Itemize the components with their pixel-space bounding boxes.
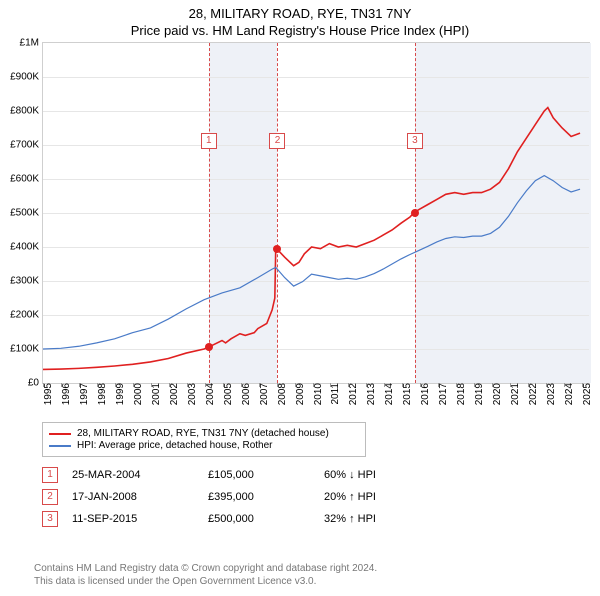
x-axis-label: 2024 xyxy=(564,383,575,405)
page-subtitle: Price paid vs. HM Land Registry's House … xyxy=(0,23,600,38)
sale-row-number: 3 xyxy=(42,511,58,527)
sale-price: £395,000 xyxy=(208,491,318,503)
y-axis-label: £600K xyxy=(1,174,39,185)
legend-swatch xyxy=(49,445,71,447)
attribution-footer: Contains HM Land Registry data © Crown c… xyxy=(34,562,377,588)
sale-row: 3 11-SEP-2015 £500,000 32% ↑ HPI xyxy=(42,511,590,527)
sale-price: £500,000 xyxy=(208,513,318,525)
legend-label: HPI: Average price, detached house, Roth… xyxy=(77,440,273,451)
x-axis-label: 2016 xyxy=(420,383,431,405)
series-property xyxy=(43,108,580,370)
y-axis-label: £900K xyxy=(1,72,39,83)
x-axis-label: 2007 xyxy=(259,383,270,405)
sale-row-number: 2 xyxy=(42,489,58,505)
x-axis-label: 2019 xyxy=(474,383,485,405)
x-axis-label: 2015 xyxy=(402,383,413,405)
x-axis-label: 2006 xyxy=(241,383,252,405)
x-axis-label: 2000 xyxy=(133,383,144,405)
x-axis-label: 2009 xyxy=(295,383,306,405)
x-axis-label: 2022 xyxy=(528,383,539,405)
sale-row: 1 25-MAR-2004 £105,000 60% ↓ HPI xyxy=(42,467,590,483)
sale-row-number: 1 xyxy=(42,467,58,483)
y-axis-label: £0 xyxy=(1,378,39,389)
sales-table: 1 25-MAR-2004 £105,000 60% ↓ HPI 2 17-JAN-200… xyxy=(42,467,590,527)
chart-legend: 28, MILITARY ROAD, RYE, TN31 7NY (detach… xyxy=(42,422,366,457)
y-axis-label: £200K xyxy=(1,310,39,321)
sale-hpi-diff: 20% ↑ HPI xyxy=(324,491,434,503)
legend-label: 28, MILITARY ROAD, RYE, TN31 7NY (detach… xyxy=(77,428,329,439)
x-axis-label: 1998 xyxy=(97,383,108,405)
x-axis-label: 1999 xyxy=(115,383,126,405)
x-axis-label: 2017 xyxy=(438,383,449,405)
x-axis-label: 2020 xyxy=(492,383,503,405)
x-axis-label: 1997 xyxy=(79,383,90,405)
x-axis-label: 2010 xyxy=(313,383,324,405)
x-axis-label: 1996 xyxy=(61,383,72,405)
x-axis-label: 2003 xyxy=(187,383,198,405)
x-axis-label: 2025 xyxy=(582,383,593,405)
price-chart: £0£100K£200K£300K£400K£500K£600K£700K£80… xyxy=(42,42,590,384)
x-axis-label: 2012 xyxy=(348,383,359,405)
page-title-address: 28, MILITARY ROAD, RYE, TN31 7NY xyxy=(0,6,600,21)
x-axis-label: 2021 xyxy=(510,383,521,405)
x-axis-label: 2008 xyxy=(277,383,288,405)
sale-date: 25-MAR-2004 xyxy=(72,469,202,481)
x-axis-label: 2023 xyxy=(546,383,557,405)
x-axis-label: 2018 xyxy=(456,383,467,405)
x-axis-label: 2013 xyxy=(366,383,377,405)
y-axis-label: £300K xyxy=(1,276,39,287)
footer-line-1: Contains HM Land Registry data © Crown c… xyxy=(34,562,377,575)
y-axis-label: £100K xyxy=(1,344,39,355)
sale-row: 2 17-JAN-2008 £395,000 20% ↑ HPI xyxy=(42,489,590,505)
x-axis-label: 2005 xyxy=(223,383,234,405)
x-axis-label: 1995 xyxy=(43,383,54,405)
y-axis-label: £400K xyxy=(1,242,39,253)
x-axis-label: 2004 xyxy=(205,383,216,405)
y-axis-label: £1M xyxy=(1,38,39,49)
x-axis-label: 2002 xyxy=(169,383,180,405)
sale-date: 11-SEP-2015 xyxy=(72,513,202,525)
sale-hpi-diff: 60% ↓ HPI xyxy=(324,469,434,481)
y-axis-label: £800K xyxy=(1,106,39,117)
series-hpi xyxy=(43,176,580,349)
y-axis-label: £700K xyxy=(1,140,39,151)
legend-swatch xyxy=(49,433,71,435)
footer-line-2: This data is licensed under the Open Gov… xyxy=(34,575,377,588)
x-axis-label: 2001 xyxy=(151,383,162,405)
sale-date: 17-JAN-2008 xyxy=(72,491,202,503)
legend-item: HPI: Average price, detached house, Roth… xyxy=(49,440,359,451)
x-axis-label: 2011 xyxy=(330,383,341,405)
x-axis-label: 2014 xyxy=(384,383,395,405)
legend-item: 28, MILITARY ROAD, RYE, TN31 7NY (detach… xyxy=(49,428,359,439)
y-axis-label: £500K xyxy=(1,208,39,219)
sale-price: £105,000 xyxy=(208,469,318,481)
sale-hpi-diff: 32% ↑ HPI xyxy=(324,513,434,525)
